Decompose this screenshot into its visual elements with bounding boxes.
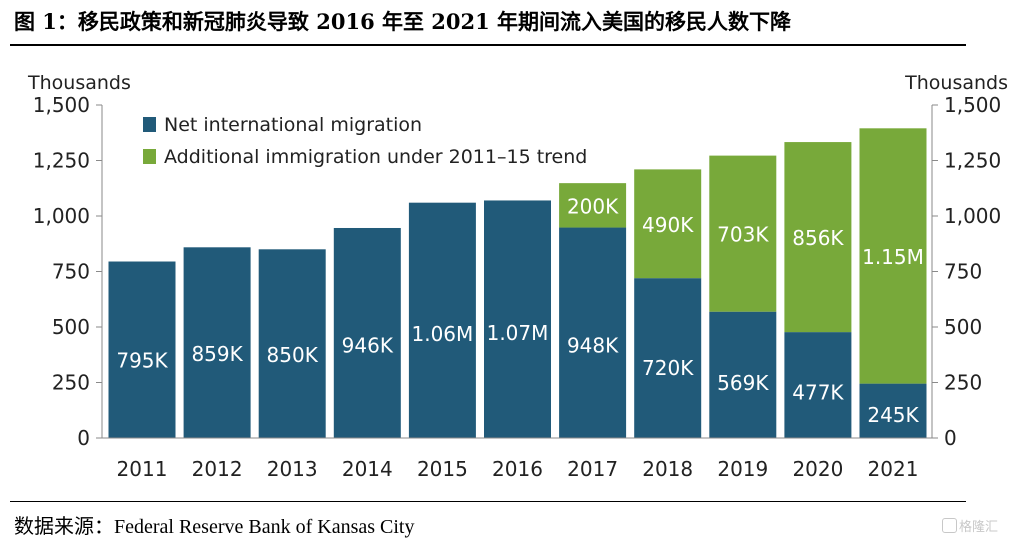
bar-additional-immigration <box>559 183 627 228</box>
bar-net-migration <box>484 200 551 438</box>
bar-net-migration <box>258 249 326 438</box>
bar-net-migration <box>333 227 401 438</box>
x-tick-label: 2013 <box>267 457 318 481</box>
data-label-net-migration: 859K <box>191 342 243 366</box>
data-label-net-migration: 948K <box>567 333 619 357</box>
x-tick-label: 2017 <box>567 457 618 481</box>
x-tick-label: 2011 <box>117 457 168 481</box>
bar-net-migration <box>709 311 777 438</box>
data-label-additional-immigration: 703K <box>717 223 769 247</box>
bar-net-migration <box>859 383 927 438</box>
data-label-net-migration: 850K <box>267 343 319 367</box>
y-tick-label-right: 1,500 <box>944 93 1001 117</box>
x-tick-label: 2014 <box>342 457 393 481</box>
x-tick-label: 2019 <box>717 457 768 481</box>
y-tick-label-left: 500 <box>52 315 90 339</box>
figure-title: 图 1：移民政策和新冠肺炎导致 2016 年至 2021 年期间流入美国的移民人… <box>14 9 792 34</box>
y-tick-label-left: 1,000 <box>33 204 90 228</box>
data-label-net-migration: 946K <box>342 333 394 357</box>
y-tick-label-right: 1,000 <box>944 204 1001 228</box>
data-label-net-migration: 795K <box>116 349 168 373</box>
y-tick-label-right: 1,250 <box>944 149 1001 173</box>
y-tick-label-right: 750 <box>944 260 982 284</box>
bar-net-migration <box>408 202 476 438</box>
data-label-additional-immigration: 200K <box>567 194 619 218</box>
bar-additional-immigration <box>784 142 852 333</box>
y-tick-label-left: 750 <box>52 260 90 284</box>
watermark-text: 格隆汇 <box>959 520 999 535</box>
data-label-additional-immigration: 490K <box>642 213 694 237</box>
bar-net-migration <box>183 247 251 438</box>
y-tick-label-right: 250 <box>944 371 982 395</box>
x-tick-label: 2016 <box>492 457 543 481</box>
y-tick-label-right: 500 <box>944 315 982 339</box>
watermark: 格隆汇 <box>942 516 998 535</box>
y-tick-label-left: 1,500 <box>33 93 90 117</box>
data-label-additional-immigration: 856K <box>792 226 844 250</box>
y-tick-label-left: 1,250 <box>33 149 90 173</box>
data-label-net-migration: 1.06M <box>412 322 474 346</box>
y-tick-label-left: 0 <box>77 426 90 450</box>
legend-label: Additional immigration under 2011–15 tre… <box>164 146 587 168</box>
bar-additional-immigration <box>709 155 777 312</box>
data-label-net-migration: 720K <box>642 356 694 380</box>
bar-net-migration <box>784 332 852 438</box>
bar-net-migration <box>559 227 627 438</box>
data-label-net-migration: 569K <box>717 371 769 395</box>
bar-additional-immigration <box>634 169 702 279</box>
source-rule <box>10 501 966 502</box>
data-label-net-migration: 1.07M <box>487 321 549 345</box>
x-tick-label: 2012 <box>192 457 243 481</box>
bar-additional-immigration <box>859 128 927 384</box>
x-tick-label: 2020 <box>792 457 843 481</box>
bar-net-migration <box>634 278 702 438</box>
y-axis-title-right: Thousands <box>904 72 1008 94</box>
data-label-net-migration: 477K <box>792 380 844 404</box>
legend-label: Net international migration <box>164 114 422 136</box>
stacked-bar-chart: 2011 2012 2013 2014 2015 2016 2017 2018 2019 2020… <box>27 72 1008 481</box>
y-axis-title-left: Thousands <box>27 72 131 94</box>
source-note: 数据来源：Federal Reserve Bank of Kansas City <box>14 516 415 538</box>
data-label-additional-immigration: 1.15M <box>862 245 924 269</box>
bar-net-migration <box>108 261 176 438</box>
data-label-net-migration: 245K <box>867 403 919 427</box>
watermark-logo-icon <box>942 518 957 533</box>
x-tick-label: 2018 <box>642 457 693 481</box>
y-tick-label-right: 0 <box>944 426 957 450</box>
x-tick-label: 2021 <box>868 457 919 481</box>
y-tick-label-left: 250 <box>52 371 90 395</box>
legend-swatch <box>143 117 156 132</box>
x-tick-label: 2015 <box>417 457 468 481</box>
title-rule <box>10 44 966 46</box>
legend-swatch <box>143 149 156 164</box>
